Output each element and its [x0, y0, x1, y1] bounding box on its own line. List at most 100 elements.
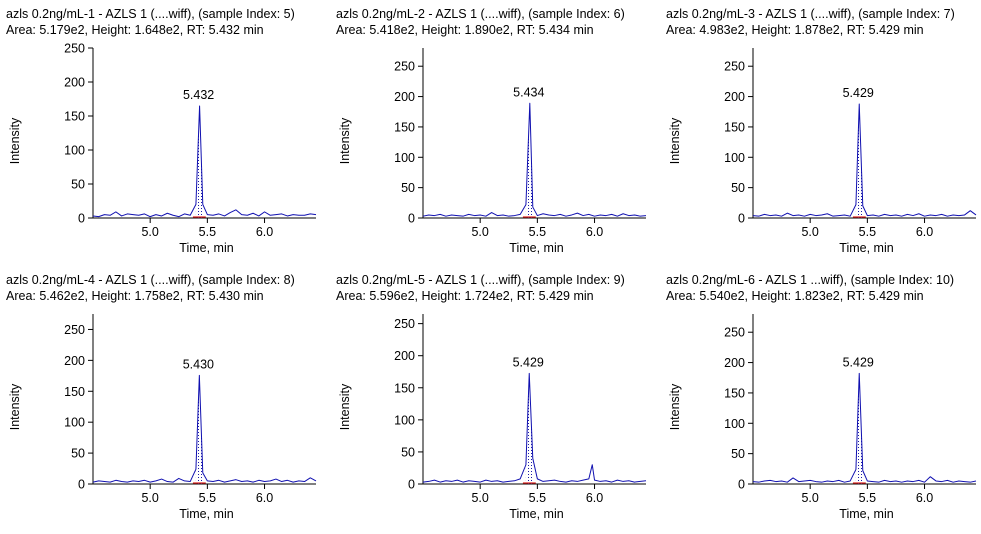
y-tick-label: 0	[408, 212, 415, 226]
chart-subtitle: Area: 5.596e2, Height: 1.724e2, RT: 5.42…	[336, 289, 594, 303]
y-tick-label: 150	[724, 386, 745, 400]
y-tick-label: 50	[401, 181, 415, 195]
y-axis-label: Intensity	[668, 117, 682, 164]
x-tick-label: 6.0	[256, 491, 273, 505]
chart-title: azls 0.2ng/mL-5 - AZLS 1 (....wiff), (sa…	[336, 273, 625, 287]
axes-frame	[92, 314, 316, 485]
y-tick-label: 250	[394, 60, 415, 74]
x-tick-label: 6.0	[586, 225, 603, 239]
y-tick-label: 0	[408, 478, 415, 492]
chart-title: azls 0.2ng/mL-4 - AZLS 1 (....wiff), (sa…	[6, 273, 295, 287]
y-tick-label: 250	[724, 326, 745, 340]
y-tick-label: 50	[71, 447, 85, 461]
peak-rt-label: 5.434	[513, 85, 544, 99]
x-tick-label: 6.0	[916, 491, 933, 505]
chart-title: azls 0.2ng/mL-1 - AZLS 1 (....wiff), (sa…	[6, 7, 295, 21]
axes-frame	[422, 314, 646, 485]
x-tick-label: 5.0	[471, 491, 488, 505]
x-axis-label: Time, min	[839, 241, 893, 255]
y-tick-label: 200	[64, 354, 85, 368]
peak-rt-label: 5.429	[513, 355, 544, 369]
axes-frame	[752, 314, 976, 485]
y-tick-label: 50	[731, 447, 745, 461]
chromatogram-panel: azls 0.2ng/mL-5 - AZLS 1 (....wiff), (sa…	[336, 270, 662, 534]
peak-area-fill	[525, 103, 533, 218]
x-tick-label: 6.0	[916, 225, 933, 239]
x-tick-label: 5.0	[141, 225, 158, 239]
y-axis-label: Intensity	[668, 383, 682, 430]
peak-rt-label: 5.429	[843, 86, 874, 100]
y-tick-label: 50	[731, 181, 745, 195]
y-axis-label: Intensity	[8, 117, 22, 164]
panel-header: azls 0.2ng/mL-3 - AZLS 1 (....wiff), (sa…	[666, 6, 955, 38]
chart-subtitle: Area: 4.983e2, Height: 1.878e2, RT: 5.42…	[666, 23, 924, 37]
y-tick-label: 50	[71, 178, 85, 192]
chart-subtitle: Area: 5.462e2, Height: 1.758e2, RT: 5.43…	[6, 289, 264, 303]
y-tick-label: 100	[724, 417, 745, 431]
y-tick-label: 0	[738, 212, 745, 226]
chart-title: azls 0.2ng/mL-2 - AZLS 1 (....wiff), (sa…	[336, 7, 625, 21]
y-tick-label: 0	[78, 212, 85, 226]
chart-svg: 0 50 100 150 200 250 5.0 5.5 6.0 Time, min Intensi…	[338, 314, 647, 521]
peak-rt-label: 5.430	[183, 357, 214, 371]
chart-title: azls 0.2ng/mL-3 - AZLS 1 (....wiff), (sa…	[666, 7, 955, 21]
chart-subtitle: Area: 5.179e2, Height: 1.648e2, RT: 5.43…	[6, 23, 264, 37]
panel-header: azls 0.2ng/mL-1 - AZLS 1 (....wiff), (sa…	[6, 6, 295, 38]
chart-title: azls 0.2ng/mL-6 - AZLS 1 ...wiff), (samp…	[666, 273, 955, 287]
y-tick-label: 100	[64, 144, 85, 158]
chart-subtitle: Area: 5.540e2, Height: 1.823e2, RT: 5.42…	[666, 289, 924, 303]
x-axis-label: Time, min	[509, 507, 563, 521]
x-axis-label: Time, min	[179, 241, 233, 255]
panel-header: azls 0.2ng/mL-4 - AZLS 1 (....wiff), (sa…	[6, 272, 295, 304]
chromatogram-panel: azls 0.2ng/mL-4 - AZLS 1 (....wiff), (sa…	[6, 270, 332, 534]
y-tick-label: 150	[394, 381, 415, 395]
x-tick-label: 6.0	[256, 225, 273, 239]
y-tick-label: 250	[394, 317, 415, 331]
x-tick-label: 6.0	[586, 491, 603, 505]
y-axis-label: Intensity	[8, 383, 22, 430]
chromatogram-panel: azls 0.2ng/mL-1 - AZLS 1 (....wiff), (sa…	[6, 4, 332, 268]
peak-area-fill	[525, 373, 533, 484]
y-tick-label: 100	[64, 416, 85, 430]
y-tick-label: 100	[724, 151, 745, 165]
chromatogram-panel: azls 0.2ng/mL-3 - AZLS 1 (....wiff), (sa…	[666, 4, 981, 268]
y-tick-label: 150	[394, 120, 415, 134]
x-axis-label: Time, min	[509, 241, 563, 255]
panel-header: azls 0.2ng/mL-6 - AZLS 1 ...wiff), (samp…	[666, 272, 954, 304]
axes-frame	[422, 48, 646, 219]
y-tick-label: 150	[724, 120, 745, 134]
x-tick-label: 5.5	[529, 491, 546, 505]
chromatogram-trace	[422, 102, 647, 217]
axes-frame	[752, 48, 976, 219]
y-tick-label: 200	[724, 356, 745, 370]
x-tick-label: 5.0	[801, 491, 818, 505]
peak-area-fill	[195, 105, 203, 218]
chart-svg: 0 50 100 150 200 250 5.0 5.5 6.0 Time, min Intensi…	[668, 314, 977, 521]
panel-header: azls 0.2ng/mL-5 - AZLS 1 (....wiff), (sa…	[336, 272, 625, 304]
axes-frame	[92, 48, 316, 219]
x-axis-label: Time, min	[179, 507, 233, 521]
y-tick-label: 200	[394, 349, 415, 363]
chart-svg: 0 50 100 150 200 250 5.0 5.5 6.0 Time, min Intensi…	[8, 314, 317, 521]
x-tick-label: 5.0	[801, 225, 818, 239]
y-tick-label: 150	[64, 385, 85, 399]
peak-area-fill	[855, 373, 863, 484]
y-tick-label: 250	[724, 60, 745, 74]
x-tick-label: 5.5	[199, 491, 216, 505]
chart-svg: 0 50 100 150 200 250 5.0 5.5 6.0 Time, min Intensi…	[338, 48, 647, 255]
panel-header: azls 0.2ng/mL-2 - AZLS 1 (....wiff), (sa…	[336, 6, 625, 38]
chromatogram-trace	[752, 103, 977, 217]
peak-rt-label: 5.429	[843, 355, 874, 369]
x-tick-label: 5.0	[141, 491, 158, 505]
chart-subtitle: Area: 5.418e2, Height: 1.890e2, RT: 5.43…	[336, 23, 594, 37]
x-tick-label: 5.5	[859, 491, 876, 505]
x-axis-label: Time, min	[839, 507, 893, 521]
peak-area-fill	[195, 375, 203, 484]
chromatogram-trace	[92, 105, 317, 218]
peak-rt-label: 5.432	[183, 88, 214, 102]
chromatogram-panel: azls 0.2ng/mL-6 - AZLS 1 ...wiff), (samp…	[666, 270, 981, 534]
chromatogram-trace	[422, 372, 647, 483]
chart-svg: 0 50 100 150 200 250 5.0 5.5 6.0 Time, min Intensi…	[668, 48, 977, 255]
chromatogram-trace	[92, 374, 317, 483]
y-tick-label: 200	[394, 90, 415, 104]
